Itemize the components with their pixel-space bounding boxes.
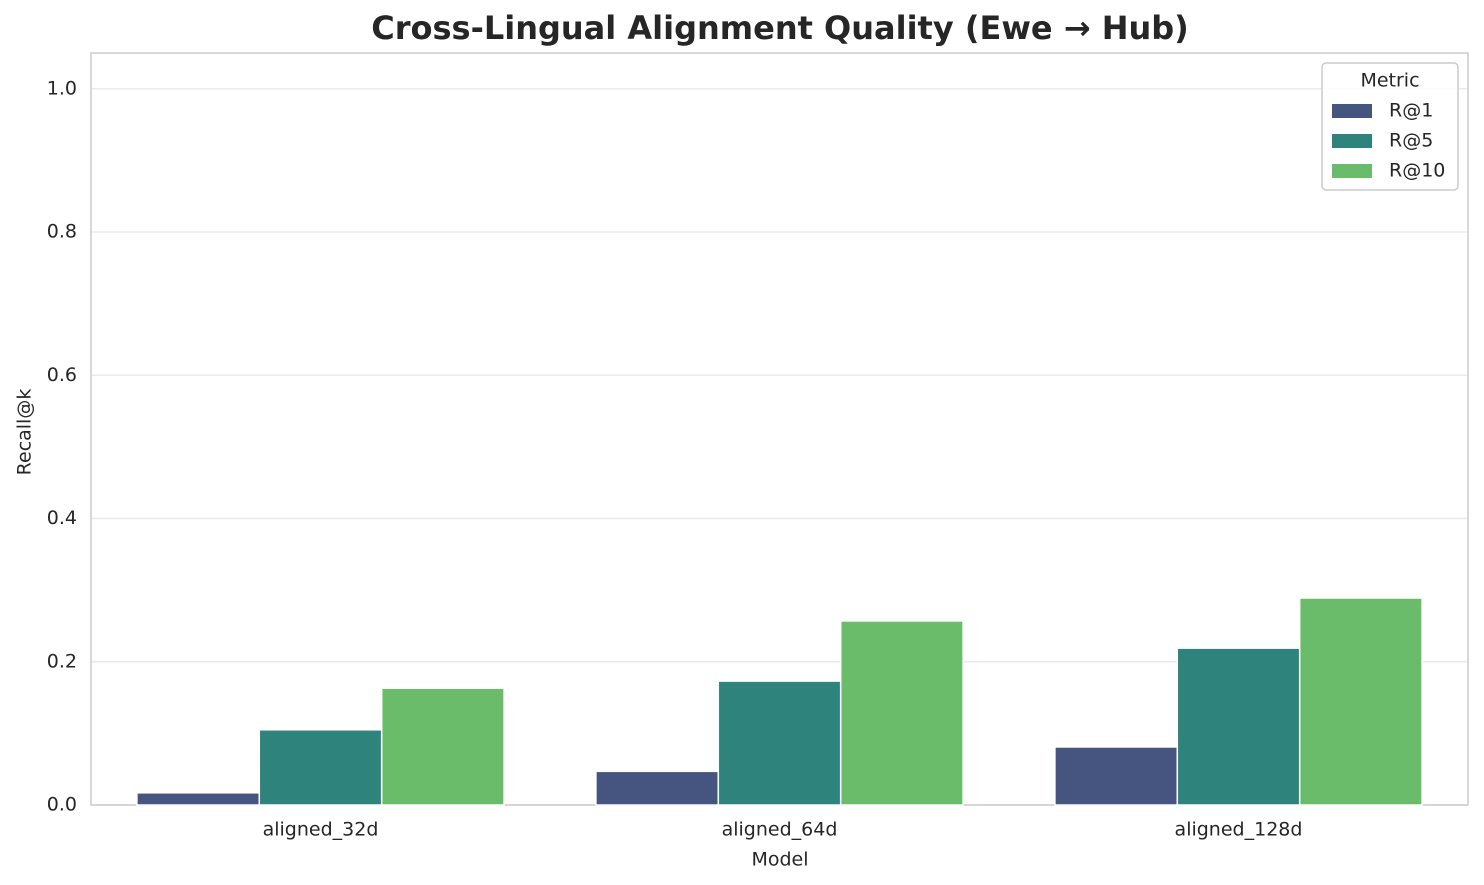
y-tick-label: 1.0	[47, 77, 77, 99]
y-tick-label: 0.2	[47, 650, 77, 672]
bar	[1054, 746, 1179, 806]
x-tick-label: aligned_64d	[722, 819, 838, 841]
bar	[1176, 647, 1301, 806]
legend-label: R@10	[1389, 160, 1445, 182]
legend-swatch	[1332, 134, 1372, 148]
y-tick-label: 0.6	[47, 364, 77, 386]
x-tick-label: aligned_32d	[263, 819, 379, 841]
bar	[717, 680, 842, 806]
legend-box	[1321, 62, 1459, 191]
y-tick-label: 0.4	[47, 507, 77, 529]
bar	[258, 729, 383, 806]
bar	[380, 687, 505, 806]
legend-title: Metric	[1360, 70, 1419, 92]
legend-label: R@1	[1389, 100, 1433, 122]
legend-label: R@5	[1389, 130, 1433, 152]
chart-title: Cross-Lingual Alignment Quality (Ewe → H…	[371, 9, 1189, 47]
y-axis-label: Recall@k	[14, 389, 36, 476]
y-tick-label: 0.0	[47, 794, 77, 816]
bar	[136, 792, 261, 806]
y-tick-label: 0.8	[47, 221, 77, 243]
legend-swatch	[1332, 104, 1372, 118]
x-tick-label: aligned_128d	[1175, 819, 1303, 841]
bar	[595, 770, 720, 806]
bar	[839, 620, 964, 806]
bar	[1298, 597, 1423, 806]
x-axis-label: Model	[751, 849, 808, 871]
legend-swatch	[1332, 164, 1372, 178]
